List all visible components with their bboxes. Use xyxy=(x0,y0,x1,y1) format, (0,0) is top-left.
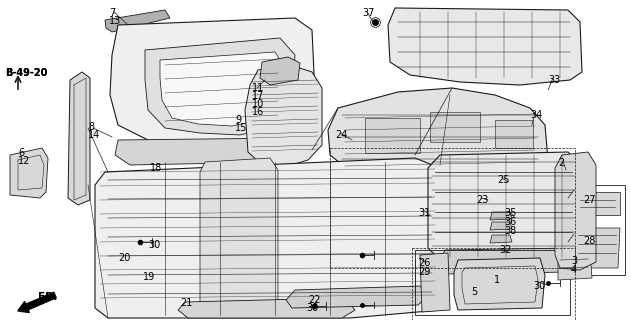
Text: B-49-20: B-49-20 xyxy=(5,68,47,78)
Text: 32: 32 xyxy=(499,245,511,255)
Bar xyxy=(430,112,480,142)
Text: 23: 23 xyxy=(476,195,488,205)
Text: 12: 12 xyxy=(18,156,30,166)
Polygon shape xyxy=(558,250,592,280)
Text: 29: 29 xyxy=(418,267,430,277)
Text: 27: 27 xyxy=(583,195,596,205)
Text: 17: 17 xyxy=(252,91,264,101)
Bar xyxy=(365,118,420,153)
FancyArrow shape xyxy=(18,292,56,313)
Polygon shape xyxy=(286,286,428,308)
Text: 3: 3 xyxy=(571,256,577,266)
Bar xyxy=(330,148,575,268)
Text: 30: 30 xyxy=(533,281,545,291)
Polygon shape xyxy=(10,148,48,198)
Text: 22: 22 xyxy=(308,295,321,305)
Text: 25: 25 xyxy=(497,175,509,185)
Text: 38: 38 xyxy=(504,226,516,236)
Polygon shape xyxy=(145,38,295,135)
Polygon shape xyxy=(245,65,322,168)
Text: 14: 14 xyxy=(88,130,100,140)
Polygon shape xyxy=(200,158,278,314)
Polygon shape xyxy=(115,138,298,165)
Text: 19: 19 xyxy=(143,272,155,282)
Bar xyxy=(565,185,625,275)
Ellipse shape xyxy=(429,38,451,52)
Polygon shape xyxy=(105,10,170,32)
Polygon shape xyxy=(388,8,582,85)
Polygon shape xyxy=(490,222,512,230)
Polygon shape xyxy=(420,253,450,312)
Text: 24: 24 xyxy=(335,130,348,140)
Text: 30: 30 xyxy=(306,303,318,313)
Text: 31: 31 xyxy=(418,208,430,218)
Text: 4: 4 xyxy=(571,265,577,275)
Polygon shape xyxy=(572,228,620,268)
Text: 2: 2 xyxy=(558,158,564,168)
Text: 11: 11 xyxy=(252,83,264,93)
Polygon shape xyxy=(490,235,512,243)
Polygon shape xyxy=(95,158,440,318)
Text: FR.: FR. xyxy=(38,292,57,302)
Polygon shape xyxy=(178,298,355,318)
Text: 33: 33 xyxy=(548,75,560,85)
Polygon shape xyxy=(438,248,576,274)
Text: 9: 9 xyxy=(235,115,241,125)
Bar xyxy=(415,250,570,315)
Text: 10: 10 xyxy=(252,99,264,109)
Text: 13: 13 xyxy=(109,16,121,26)
Bar xyxy=(412,248,575,320)
Polygon shape xyxy=(490,212,512,220)
Text: 28: 28 xyxy=(583,236,596,246)
Text: 1: 1 xyxy=(494,275,500,285)
Text: 34: 34 xyxy=(530,110,542,120)
Polygon shape xyxy=(260,57,300,85)
Text: 18: 18 xyxy=(150,163,162,173)
Text: 36: 36 xyxy=(504,217,516,227)
Bar xyxy=(495,120,533,148)
Text: 16: 16 xyxy=(252,107,264,117)
Ellipse shape xyxy=(469,33,491,47)
Polygon shape xyxy=(110,18,315,150)
Polygon shape xyxy=(160,52,285,126)
Text: 6: 6 xyxy=(18,148,24,158)
Text: B-49-20: B-49-20 xyxy=(5,68,47,78)
Text: 21: 21 xyxy=(180,298,192,308)
Text: 5: 5 xyxy=(471,287,477,297)
Text: 20: 20 xyxy=(118,253,131,263)
Text: 26: 26 xyxy=(418,258,430,268)
Polygon shape xyxy=(575,192,620,215)
Polygon shape xyxy=(454,258,545,310)
Ellipse shape xyxy=(544,38,566,52)
Text: 30: 30 xyxy=(148,240,160,250)
Polygon shape xyxy=(428,152,580,260)
Polygon shape xyxy=(328,88,548,192)
Text: 7: 7 xyxy=(109,8,115,18)
Polygon shape xyxy=(68,72,90,205)
Text: 15: 15 xyxy=(235,123,247,133)
Text: 35: 35 xyxy=(504,208,516,218)
Text: 37: 37 xyxy=(362,8,374,18)
Ellipse shape xyxy=(509,35,531,49)
Polygon shape xyxy=(555,152,596,270)
Text: 8: 8 xyxy=(88,122,94,132)
